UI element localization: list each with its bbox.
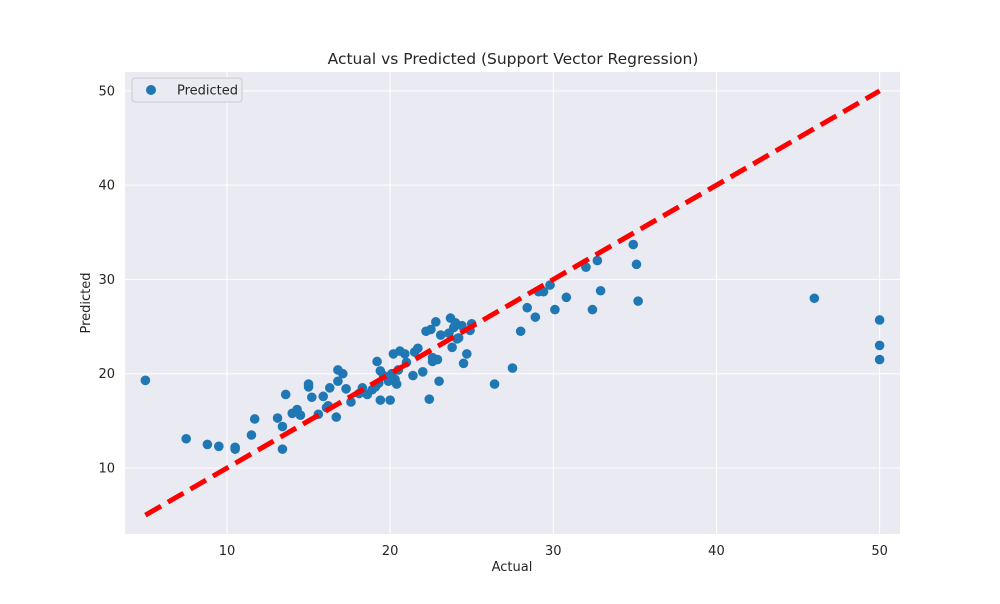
data-point (331, 412, 342, 422)
data-point (202, 439, 213, 450)
data-point (230, 444, 240, 454)
data-point (400, 349, 410, 359)
data-point (346, 397, 356, 407)
data-point (561, 292, 572, 303)
legend-marker (146, 85, 156, 95)
data-point (303, 379, 314, 389)
data-point (530, 312, 541, 322)
data-point (426, 324, 436, 335)
data-point (372, 356, 382, 367)
data-point (249, 414, 260, 424)
data-point (874, 315, 885, 325)
data-point (431, 317, 441, 327)
data-point (280, 389, 291, 400)
data-point (550, 304, 560, 315)
x-tick-label: 50 (871, 544, 888, 559)
data-point (874, 340, 885, 351)
data-point (333, 376, 343, 387)
data-point (432, 354, 443, 365)
data-point (277, 444, 288, 454)
data-point (434, 376, 444, 387)
data-point (318, 391, 329, 402)
data-point (489, 379, 500, 389)
data-point (417, 367, 428, 377)
data-point (246, 430, 257, 440)
data-point (324, 383, 335, 393)
data-point (595, 285, 606, 296)
y-tick-label: 20 (98, 367, 115, 382)
reference-line-layer (144, 88, 881, 518)
legend-label: Predicted (177, 84, 238, 99)
data-point (408, 370, 418, 381)
data-point (809, 293, 820, 304)
data-point (338, 368, 348, 379)
x-tick-label: 30 (545, 544, 562, 559)
data-point (462, 349, 472, 359)
x-tick-label: 40 (708, 544, 725, 559)
data-point (458, 358, 469, 369)
data-point (341, 384, 351, 394)
data-point (391, 379, 402, 389)
x-tick-label: 20 (382, 544, 399, 559)
grid (125, 72, 900, 534)
data-point (522, 302, 532, 313)
data-point (272, 413, 283, 423)
y-axis-label: Predicted (79, 272, 94, 333)
data-point (633, 296, 643, 306)
y-tick-label: 10 (98, 462, 115, 477)
data-point (424, 394, 435, 404)
legend-box (131, 77, 243, 103)
chart-title: Actual vs Predicted (Support Vector Regr… (328, 50, 699, 68)
data-point (447, 342, 457, 353)
data-point (453, 333, 464, 343)
data-point (413, 343, 423, 354)
y-tick-label: 30 (98, 273, 115, 288)
x-tick-labels: 10 20 30 40 50 (219, 544, 888, 559)
legend: Predicted (131, 77, 243, 103)
reference-line (144, 88, 881, 518)
data-point (874, 354, 885, 365)
data-point (628, 239, 639, 250)
x-axis-label: Actual (492, 560, 533, 575)
y-tick-label: 40 (98, 179, 115, 194)
data-point (631, 259, 642, 270)
data-point (592, 255, 603, 266)
data-point (307, 392, 317, 403)
data-point (587, 304, 598, 315)
data-point (181, 433, 191, 444)
data-point (295, 410, 306, 421)
data-point (277, 421, 288, 432)
data-point (375, 395, 386, 405)
points-layer (140, 239, 885, 454)
data-point (515, 326, 526, 337)
y-tick-labels: 10 20 30 40 50 (98, 84, 115, 476)
x-tick-label: 10 (219, 544, 236, 559)
y-tick-label: 50 (98, 84, 115, 99)
data-point (507, 363, 518, 373)
data-point (385, 395, 395, 405)
data-point (140, 375, 151, 386)
data-point (435, 330, 446, 340)
data-point (214, 441, 224, 452)
